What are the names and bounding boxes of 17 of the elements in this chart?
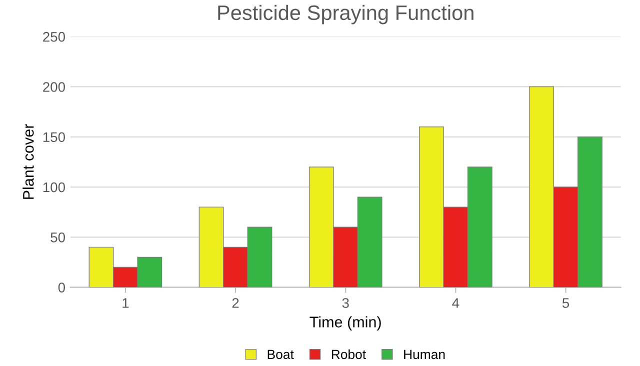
y-axis-title: Plant cover bbox=[22, 124, 34, 199]
y-tick-label: 50 bbox=[50, 232, 65, 242]
legend-label: Boat bbox=[268, 350, 294, 360]
legend-label: Human bbox=[404, 350, 445, 360]
x-tick-label: 1 bbox=[122, 298, 129, 308]
x-axis-title: Time (min) bbox=[310, 316, 381, 330]
x-tick-label: 5 bbox=[562, 298, 570, 308]
y-tick-label: 100 bbox=[43, 182, 65, 192]
chart-title: Pesticide Spraying Function bbox=[218, 4, 474, 24]
x-tick-label: 2 bbox=[232, 298, 239, 308]
x-tick-label: 3 bbox=[342, 298, 349, 308]
y-tick-label: 200 bbox=[43, 82, 65, 92]
y-tick-label: 0 bbox=[58, 282, 65, 292]
y-tick-label: 150 bbox=[43, 132, 65, 142]
x-tick-label: 4 bbox=[452, 298, 460, 308]
y-tick-label: 250 bbox=[43, 32, 65, 42]
legend-label: Robot bbox=[332, 349, 366, 360]
